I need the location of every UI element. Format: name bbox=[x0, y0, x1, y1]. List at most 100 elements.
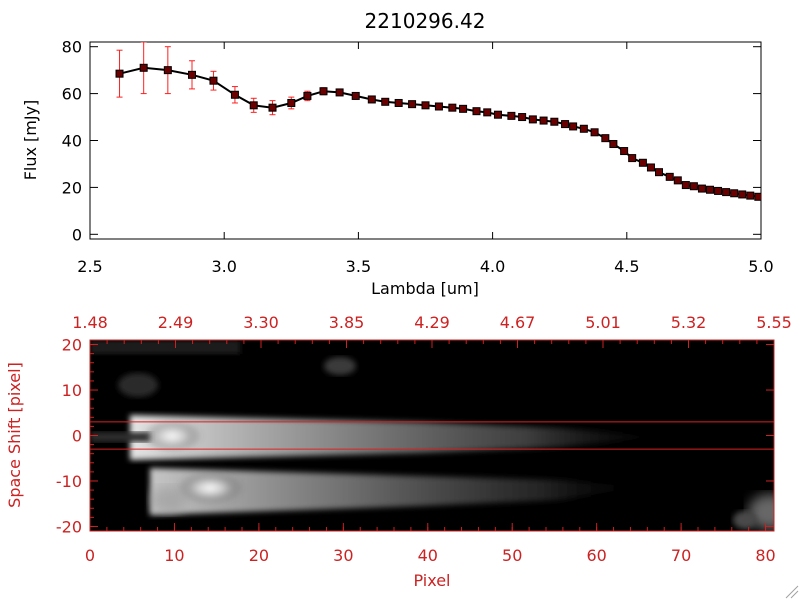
wavelength-top-tick-label: 5.01 bbox=[585, 313, 621, 332]
flux-data-point bbox=[209, 76, 218, 85]
spectrum-y-tick-label: 60 bbox=[62, 85, 82, 104]
flux-data-point bbox=[569, 122, 578, 131]
flux-series-line bbox=[119, 66, 759, 198]
flux-data-point bbox=[287, 98, 296, 107]
wavelength-top-tick-label: 2.49 bbox=[158, 313, 194, 332]
flux-data-point bbox=[655, 168, 664, 177]
pixel-x-tick-label: 20 bbox=[249, 546, 269, 565]
spectrum-x-tick-label: 4.5 bbox=[614, 257, 639, 276]
pixel-x-axis-label: Pixel bbox=[413, 571, 450, 590]
spectrum-x-tick-label: 4.0 bbox=[480, 257, 505, 276]
spectrum-x-tick-label: 3.5 bbox=[346, 257, 371, 276]
space-shift-y-tick-label: -20 bbox=[56, 517, 82, 536]
wavelength-top-tick-label: 4.67 bbox=[500, 313, 536, 332]
flux-data-point bbox=[628, 154, 637, 163]
flux-data-point bbox=[472, 107, 481, 116]
flux-data-point bbox=[394, 98, 403, 107]
spectrum-x-tick-label: 2.5 bbox=[77, 257, 102, 276]
wavelength-top-tick-label: 4.29 bbox=[414, 313, 450, 332]
flux-data-point bbox=[665, 172, 674, 181]
flux-data-point bbox=[590, 128, 599, 137]
flux-data-point bbox=[351, 91, 360, 100]
spectrum-y-ticks: 0 20 40 60 80 bbox=[62, 38, 761, 244]
space-shift-y-tick-label: 0 bbox=[72, 427, 82, 446]
spectrum-y-tick-label: 0 bbox=[72, 225, 82, 244]
flux-data-point bbox=[115, 69, 124, 78]
flux-data-point bbox=[689, 182, 698, 191]
flux-data-point bbox=[319, 87, 328, 96]
flux-data-point bbox=[561, 120, 570, 129]
chart-title: 2210296.42 bbox=[365, 9, 486, 33]
wavelength-top-ticks: 1.48 2.49 3.30 3.85 4.29 4.67 5.01 5.32 5.55 bbox=[72, 313, 792, 348]
flux-data-point bbox=[673, 176, 682, 185]
spectrum-x-ticks: 2.5 3.0 3.5 4.0 4.5 5.0 bbox=[77, 42, 774, 276]
flux-data-point bbox=[601, 134, 610, 143]
flux-data-point bbox=[335, 88, 344, 97]
flux-data-point bbox=[579, 124, 588, 133]
flux-data-point bbox=[381, 97, 390, 106]
pixel-x-tick-label: 0 bbox=[85, 546, 95, 565]
space-shift-y-tick-label: -10 bbox=[56, 472, 82, 491]
wavelength-top-tick-label: 5.32 bbox=[671, 313, 707, 332]
flux-data-point bbox=[303, 91, 312, 100]
pixel-x-tick-label: 10 bbox=[164, 546, 184, 565]
flux-data-point bbox=[638, 158, 647, 167]
wavelength-top-tick-label: 3.30 bbox=[243, 313, 279, 332]
flux-data-point bbox=[550, 117, 559, 126]
flux-data-point bbox=[539, 116, 548, 125]
flux-data-point bbox=[163, 66, 172, 75]
resize-grip-icon[interactable] bbox=[785, 585, 799, 599]
pixel-x-tick-label: 80 bbox=[755, 546, 775, 565]
spectral-image-plot: 0 10 20 30 40 50 60 70 80 1.48 2.49 3.30 3.85 4.29 4.… bbox=[5, 313, 792, 590]
spectrum-x-axis-label: Lambda [um] bbox=[371, 279, 479, 298]
pixel-x-tick-label: 40 bbox=[418, 546, 438, 565]
spectrum-y-tick-label: 80 bbox=[62, 38, 82, 57]
flux-data-point bbox=[697, 184, 706, 193]
pixel-x-tick-label: 60 bbox=[586, 546, 606, 565]
flux-data-point bbox=[528, 115, 537, 124]
flux-data-point bbox=[507, 111, 516, 120]
flux-data-point bbox=[434, 102, 443, 111]
flux-data-point bbox=[421, 101, 430, 110]
flux-data-point bbox=[408, 100, 417, 109]
flux-data-point bbox=[681, 181, 690, 190]
flux-data-point bbox=[187, 70, 196, 79]
spectrum-y-axis-label: Flux [mJy] bbox=[21, 100, 40, 181]
flux-data-point bbox=[738, 190, 747, 199]
flux-data-point bbox=[646, 163, 655, 172]
space-shift-y-ticks: -20 -10 0 10 20 bbox=[56, 336, 774, 536]
flux-data-point bbox=[730, 189, 739, 198]
spectrum-series bbox=[115, 42, 761, 201]
flux-data-point bbox=[746, 191, 755, 200]
flux-data-point bbox=[722, 188, 731, 197]
flux-data-point bbox=[249, 101, 258, 110]
flux-data-point bbox=[367, 95, 376, 104]
space-shift-y-tick-label: 10 bbox=[62, 381, 82, 400]
wavelength-top-tick-label: 1.48 bbox=[72, 313, 108, 332]
flux-data-point bbox=[714, 186, 723, 195]
spectrum-y-tick-label: 40 bbox=[62, 132, 82, 151]
flux-data-point bbox=[483, 108, 492, 117]
extraction-aperture-lines bbox=[90, 421, 774, 450]
pixel-x-tick-label: 30 bbox=[333, 546, 353, 565]
space-shift-y-tick-label: 20 bbox=[62, 336, 82, 355]
flux-data-point bbox=[754, 192, 761, 201]
flux-data-point bbox=[448, 103, 457, 112]
flux-data-point bbox=[609, 140, 618, 149]
flux-data-point bbox=[620, 147, 629, 156]
pixel-x-tick-label: 70 bbox=[671, 546, 691, 565]
wavelength-top-tick-label: 5.55 bbox=[756, 313, 792, 332]
space-shift-y-axis-label: Space Shift [pixel] bbox=[5, 362, 24, 508]
spectrum-x-tick-label: 5.0 bbox=[748, 257, 773, 276]
spectrum-x-tick-label: 3.0 bbox=[211, 257, 236, 276]
flux-data-point bbox=[268, 103, 277, 112]
flux-data-point bbox=[706, 185, 715, 194]
flux-data-point bbox=[139, 63, 148, 72]
pixel-x-ticks: 0 10 20 30 40 50 60 70 80 bbox=[85, 523, 776, 565]
wavelength-top-tick-label: 3.85 bbox=[329, 313, 365, 332]
flux-data-point bbox=[459, 104, 468, 113]
spectrum-y-tick-label: 20 bbox=[62, 178, 82, 197]
spectrum-plot: 2210296.42 2.5 3.0 3.5 4.0 4.5 5.0 020406080 … bbox=[21, 9, 774, 298]
flux-data-point bbox=[518, 113, 527, 122]
